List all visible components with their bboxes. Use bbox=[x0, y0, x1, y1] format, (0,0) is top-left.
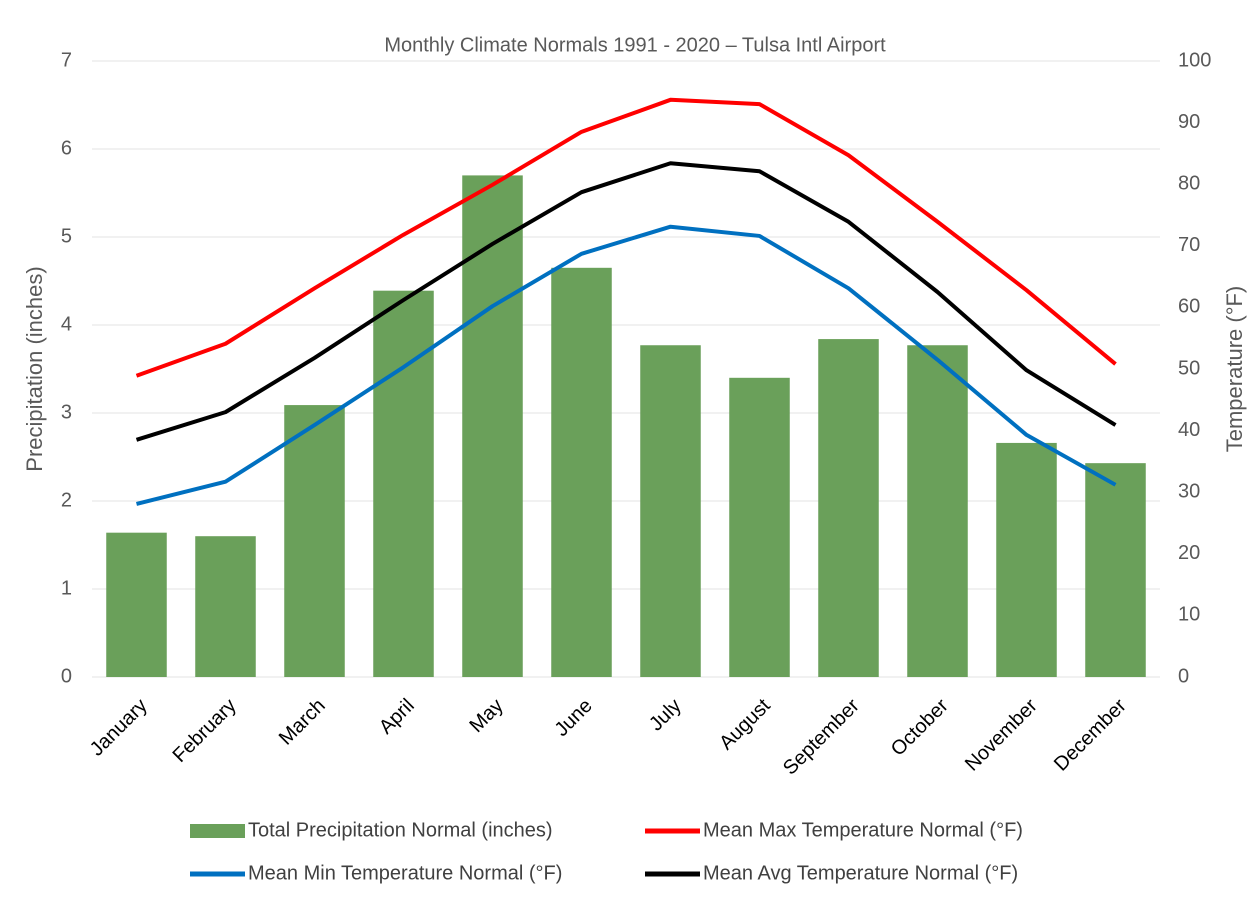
y-tick-label: 2 bbox=[61, 489, 72, 511]
legend-label: Mean Min Temperature Normal (°F) bbox=[248, 862, 562, 884]
y2-tick-label: 60 bbox=[1178, 296, 1200, 318]
y-tick-label: 1 bbox=[61, 577, 72, 599]
bar bbox=[996, 442, 1057, 677]
bar bbox=[284, 405, 345, 677]
chart-title: Monthly Climate Normals 1991 - 2020 – Tu… bbox=[384, 34, 886, 56]
y2-tick-label: 10 bbox=[1178, 604, 1200, 626]
bar bbox=[729, 377, 790, 677]
bar bbox=[907, 345, 968, 677]
y2-tick-label: 40 bbox=[1178, 419, 1200, 441]
y2-tick-label: 80 bbox=[1178, 172, 1200, 194]
bar bbox=[640, 345, 701, 677]
bar bbox=[1085, 463, 1146, 677]
legend-swatch bbox=[190, 824, 245, 838]
line bbox=[136, 224, 1117, 506]
line bbox=[135, 97, 1117, 378]
y-tick-label: 7 bbox=[61, 49, 72, 71]
y-tick-label: 0 bbox=[61, 665, 72, 687]
y-tick-label: 3 bbox=[61, 401, 72, 423]
y-tick-label: 6 bbox=[61, 137, 72, 159]
y2-tick-label: 0 bbox=[1178, 665, 1189, 687]
bar bbox=[551, 267, 612, 677]
bar bbox=[818, 339, 879, 677]
legend-label: Total Precipitation Normal (inches) bbox=[248, 819, 553, 841]
bar bbox=[462, 175, 523, 677]
y2-tick-label: 30 bbox=[1178, 480, 1200, 502]
bar bbox=[106, 532, 167, 677]
y2-axis-label: Temperature (°F) bbox=[1222, 286, 1247, 453]
y-tick-label: 4 bbox=[61, 313, 72, 335]
y2-tick-label: 70 bbox=[1178, 234, 1200, 256]
bar bbox=[373, 290, 434, 677]
y2-tick-label: 100 bbox=[1178, 49, 1211, 71]
y2-tick-label: 20 bbox=[1178, 542, 1200, 564]
legend-label: Mean Max Temperature Normal (°F) bbox=[703, 819, 1023, 841]
y2-tick-label: 50 bbox=[1178, 357, 1200, 379]
legend-label: Mean Avg Temperature Normal (°F) bbox=[703, 862, 1018, 884]
bar bbox=[195, 536, 256, 677]
y2-tick-label: 90 bbox=[1178, 111, 1200, 133]
line bbox=[135, 161, 1117, 442]
y-axis-label: Precipitation (inches) bbox=[22, 266, 47, 471]
y-tick-label: 5 bbox=[61, 225, 72, 247]
